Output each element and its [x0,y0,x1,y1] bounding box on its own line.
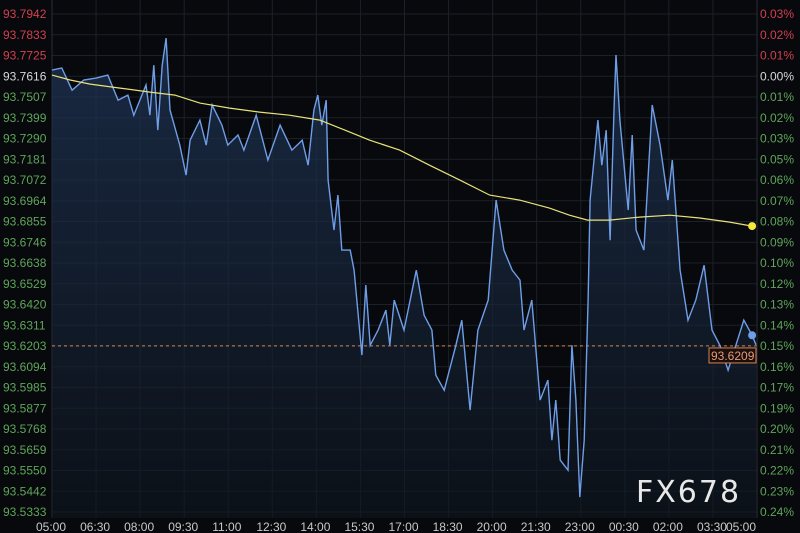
y-tick-label-right: 0.03% [760,7,794,21]
x-tick-label: 09:30 [168,520,198,533]
y-tick-label-right: 0.02% [760,28,794,42]
x-tick-label: 08:00 [124,520,154,533]
y-tick-label-right: 0.03% [760,132,794,146]
y-tick-label-right: 0.14% [760,318,794,332]
y-tick-label-right: 0.22% [760,464,794,478]
x-tick-label: 23:00 [565,520,595,533]
y-tick-label-left: 93.5985 [3,381,47,395]
y-tick-label-left: 93.7290 [3,132,47,146]
y-tick-label-right: 0.09% [760,235,794,249]
y-tick-label-right: 0.06% [760,173,794,187]
y-tick-label-left: 93.6094 [3,360,47,374]
y-tick-label-left: 93.6529 [3,277,47,291]
y-tick-label-left: 93.7399 [3,111,47,125]
y-tick-label-right: 0.19% [760,401,794,415]
price-end-dot [748,331,757,340]
y-tick-label-right: 0.20% [760,422,794,436]
x-tick-label: 03:30 [697,520,727,533]
y-tick-label-right: 0.05% [760,152,794,166]
y-tick-label-left: 93.6420 [3,298,47,312]
x-tick-label: 21:30 [521,520,551,533]
y-tick-label-left: 93.6964 [3,194,47,208]
y-tick-label-left: 93.5442 [3,484,47,498]
ma-end-dot [748,222,757,231]
y-tick-label-left: 93.5877 [3,401,47,415]
y-tick-label-right: 0.01% [760,49,794,63]
y-tick-label-right: 0.00% [760,69,794,83]
y-tick-label-left: 93.5768 [3,422,47,436]
y-tick-label-left: 93.7181 [3,152,47,166]
y-tick-label-right: 0.24% [760,505,794,519]
y-tick-label-right: 0.13% [760,298,794,312]
y-tick-label-left: 93.6311 [3,318,46,332]
y-tick-label-right: 0.08% [760,215,794,229]
moving-average-line [51,74,753,227]
y-tick-label-right: 0.16% [760,360,794,374]
y-tick-label-right: 0.12% [760,277,794,291]
y-tick-label-left: 93.5550 [3,464,47,478]
x-tick-label: 18:30 [433,520,463,533]
y-tick-label-left: 93.7507 [3,90,47,104]
x-tick-label: 05:00 [36,520,66,533]
y-tick-label-right: 0.07% [760,194,794,208]
x-tick-label: 06:30 [80,520,110,533]
x-tick-label: 20:00 [477,520,507,533]
y-tick-label-left: 93.7616 [3,69,47,83]
x-tick-label: 00:30 [609,520,639,533]
y-tick-label-right: 0.15% [760,339,794,353]
x-tick-label: 11:00 [212,520,241,533]
y-tick-label-left: 93.7833 [3,28,47,42]
price-line [51,38,757,498]
y-tick-label-right: 0.21% [760,443,794,457]
price-area-fill [52,38,757,518]
x-tick-label: 15:30 [344,520,374,533]
x-tick-label: 02:00 [653,520,683,533]
y-tick-label-right: 0.01% [760,90,794,104]
y-tick-label-left: 93.6855 [3,215,47,229]
y-tick-label-left: 93.7072 [3,173,47,187]
x-tick-label: 17:00 [389,520,419,533]
y-tick-label-left: 93.7942 [3,7,47,21]
y-tick-label-left: 93.6203 [3,339,47,353]
y-tick-label-left: 93.5333 [3,505,47,519]
y-tick-label-left: 93.6638 [3,256,47,270]
last-price-label: 93.6209 [711,349,755,363]
y-tick-label-right: 0.02% [760,111,794,125]
last-price-box [708,347,757,364]
watermark-logo: FX678 [636,475,742,510]
y-tick-label-left: 93.7725 [3,49,47,63]
y-tick-label-right: 0.17% [760,381,794,395]
y-tick-label-left: 93.5659 [3,443,47,457]
y-tick-label-left: 93.6746 [3,235,47,249]
x-tick-label: 05:00 [726,520,756,533]
y-tick-label-right: 0.23% [760,484,794,498]
x-tick-label: 12:30 [256,520,286,533]
y-tick-label-right: 0.10% [760,256,794,270]
x-tick-label: 14:00 [300,520,330,533]
